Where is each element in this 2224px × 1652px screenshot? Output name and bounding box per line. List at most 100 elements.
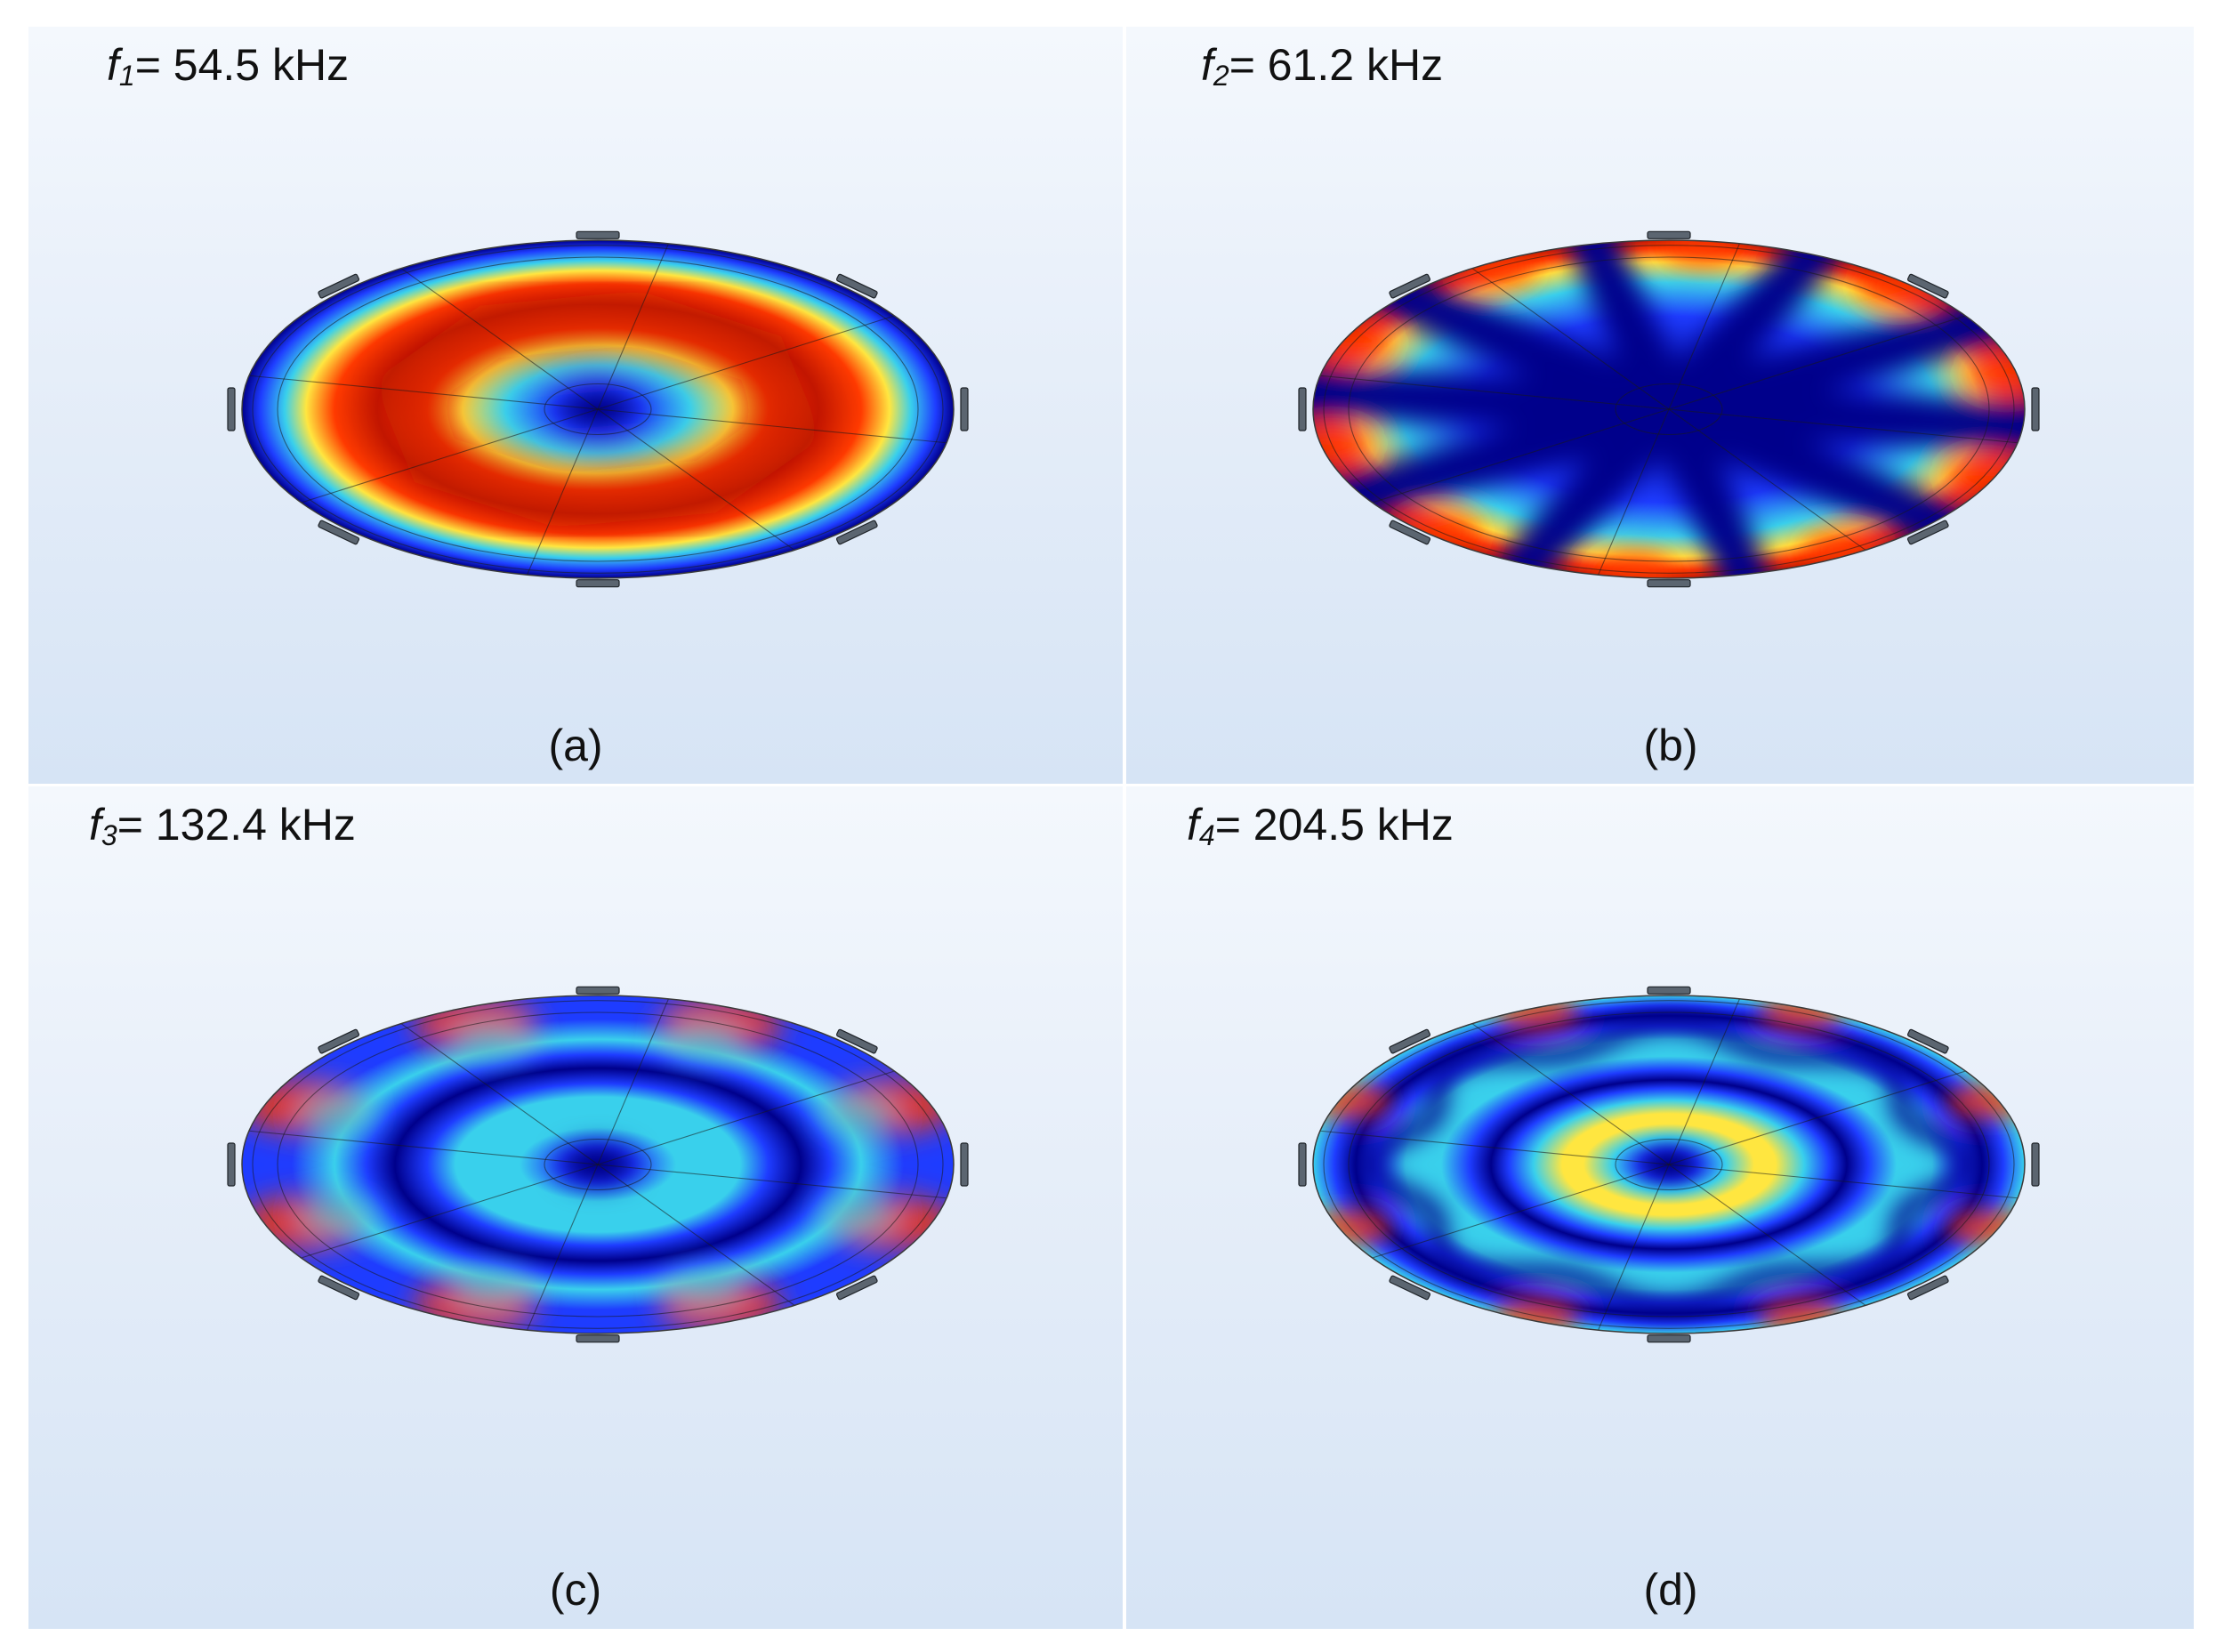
mesh-spoke	[1319, 375, 1670, 410]
frequency-value-a: = 54.5 kHz	[134, 40, 350, 90]
mesh-ring	[544, 383, 652, 436]
nodal-arm	[1366, 266, 1694, 434]
clamp-icon	[576, 579, 620, 588]
mesh-lines-d	[1319, 998, 2019, 1331]
panel-c: f3= 132.4 kHz (c)	[28, 786, 1123, 1629]
frequency-label-d: f4= 204.5 kHz	[1187, 802, 1454, 850]
mesh-spoke	[1598, 408, 1670, 576]
mode-shape-d	[1298, 986, 2040, 1343]
inner-lobe	[664, 1268, 745, 1304]
mesh-ring	[1348, 256, 1990, 562]
mesh-spoke	[1668, 408, 1866, 551]
mesh-ring	[1615, 383, 1723, 436]
rim-antinode	[1758, 1300, 1847, 1334]
inner-lobe	[451, 1268, 532, 1304]
mesh-spoke	[597, 243, 669, 410]
mesh-spoke	[301, 408, 599, 504]
mesh-ring	[1323, 1000, 2015, 1329]
inner-lobe	[814, 1197, 895, 1233]
mesh-spoke	[301, 1164, 599, 1259]
mesh-lines-c	[248, 998, 947, 1331]
clamp-icon	[1906, 520, 1949, 545]
clamp-icon	[1647, 1334, 1691, 1343]
clamp-icon	[1298, 387, 1307, 431]
mesh-spoke	[1668, 315, 1966, 410]
mesh-spoke	[400, 268, 599, 410]
caption-c: (c)	[549, 1565, 602, 1615]
clamp-icon	[1389, 1275, 1431, 1301]
clamp-icon	[1906, 273, 1949, 299]
mesh-spoke	[1372, 1164, 1670, 1259]
mode-shape-c	[227, 986, 969, 1343]
frequency-value-d: = 204.5 kHz	[1214, 800, 1454, 850]
clamp-icon	[318, 520, 360, 545]
clamp-group-d	[1298, 986, 2040, 1343]
mode-shape-a	[227, 230, 969, 588]
frequency-symbol-a: f	[107, 40, 119, 90]
mesh-spoke	[248, 1130, 599, 1165]
mesh-spoke	[597, 1070, 895, 1165]
mesh-spoke	[1471, 1023, 1670, 1165]
mesh-spoke	[1319, 1130, 1670, 1165]
rim-antinode	[1491, 995, 1580, 1029]
clamp-icon	[835, 273, 878, 299]
frequency-label-b: f2= 61.2 kHz	[1201, 43, 1443, 90]
inner-lobe	[814, 1096, 895, 1132]
frequency-label-a: f1= 54.5 kHz	[107, 43, 349, 90]
mesh-ring	[252, 245, 944, 574]
mesh-spoke	[1471, 268, 1670, 410]
clamp-group-c	[227, 986, 969, 1343]
clamp-icon	[576, 986, 620, 995]
mesh-spoke	[597, 315, 895, 410]
rim-antinode	[1491, 1300, 1580, 1334]
mesh-spoke	[597, 1164, 795, 1306]
inner-lobe	[664, 1025, 745, 1061]
mesh-spoke	[1668, 1164, 1866, 1306]
clamp-icon	[2031, 1142, 2040, 1187]
clamp-icon	[576, 1334, 620, 1343]
caption-d: (d)	[1643, 1565, 1698, 1615]
clamp-group-a	[227, 230, 969, 588]
mesh-ring	[544, 1138, 652, 1191]
mesh-spoke	[1668, 1164, 2019, 1199]
clamp-icon	[2031, 387, 2040, 431]
mesh-spoke	[597, 1164, 947, 1199]
mesh-lines-b	[1319, 243, 2019, 576]
mesh-lines-a	[248, 243, 947, 576]
frequency-subscript-d: 4	[1198, 819, 1215, 851]
clamp-icon	[318, 273, 360, 299]
clamp-icon	[1647, 579, 1691, 588]
clamp-icon	[1298, 1142, 1307, 1187]
panel-a: f1= 54.5 kHz	[28, 27, 1123, 784]
frequency-subscript-a: 1	[118, 60, 135, 92]
clamp-icon	[1906, 1028, 1949, 1054]
frequency-subscript-b: 2	[1213, 60, 1229, 92]
caption-a: (a)	[548, 721, 603, 770]
clamp-icon	[1389, 273, 1431, 299]
mesh-spoke	[1668, 998, 1740, 1165]
frequency-symbol-c: f	[89, 800, 101, 850]
mesh-spoke	[400, 1023, 599, 1165]
nodal-arm	[1644, 384, 1972, 552]
clamp-icon	[227, 387, 236, 431]
panel-d: f4= 204.5 kHz	[1126, 786, 2194, 1629]
mesh-spoke	[1668, 1070, 1966, 1165]
clamp-icon	[835, 520, 878, 545]
clamp-icon	[960, 387, 969, 431]
mode-shape-b	[1298, 230, 2040, 588]
mesh-spoke	[527, 408, 599, 576]
frequency-subscript-c: 3	[101, 819, 117, 851]
clamp-icon	[227, 1142, 236, 1187]
frequency-value-c: = 132.4 kHz	[117, 800, 356, 850]
clamp-icon	[1389, 1028, 1431, 1054]
caption-b: (b)	[1643, 721, 1698, 770]
nodal-arm	[1565, 240, 1694, 434]
mesh-ring	[1323, 245, 2015, 574]
mesh-spoke	[1372, 408, 1670, 504]
inner-lobe	[301, 1096, 382, 1132]
nodal-arm	[1644, 294, 2017, 434]
mesh-spoke	[597, 408, 947, 444]
mesh-spoke	[1598, 1164, 1670, 1331]
clamp-icon	[960, 1142, 969, 1187]
rim-antinode	[1758, 995, 1847, 1029]
